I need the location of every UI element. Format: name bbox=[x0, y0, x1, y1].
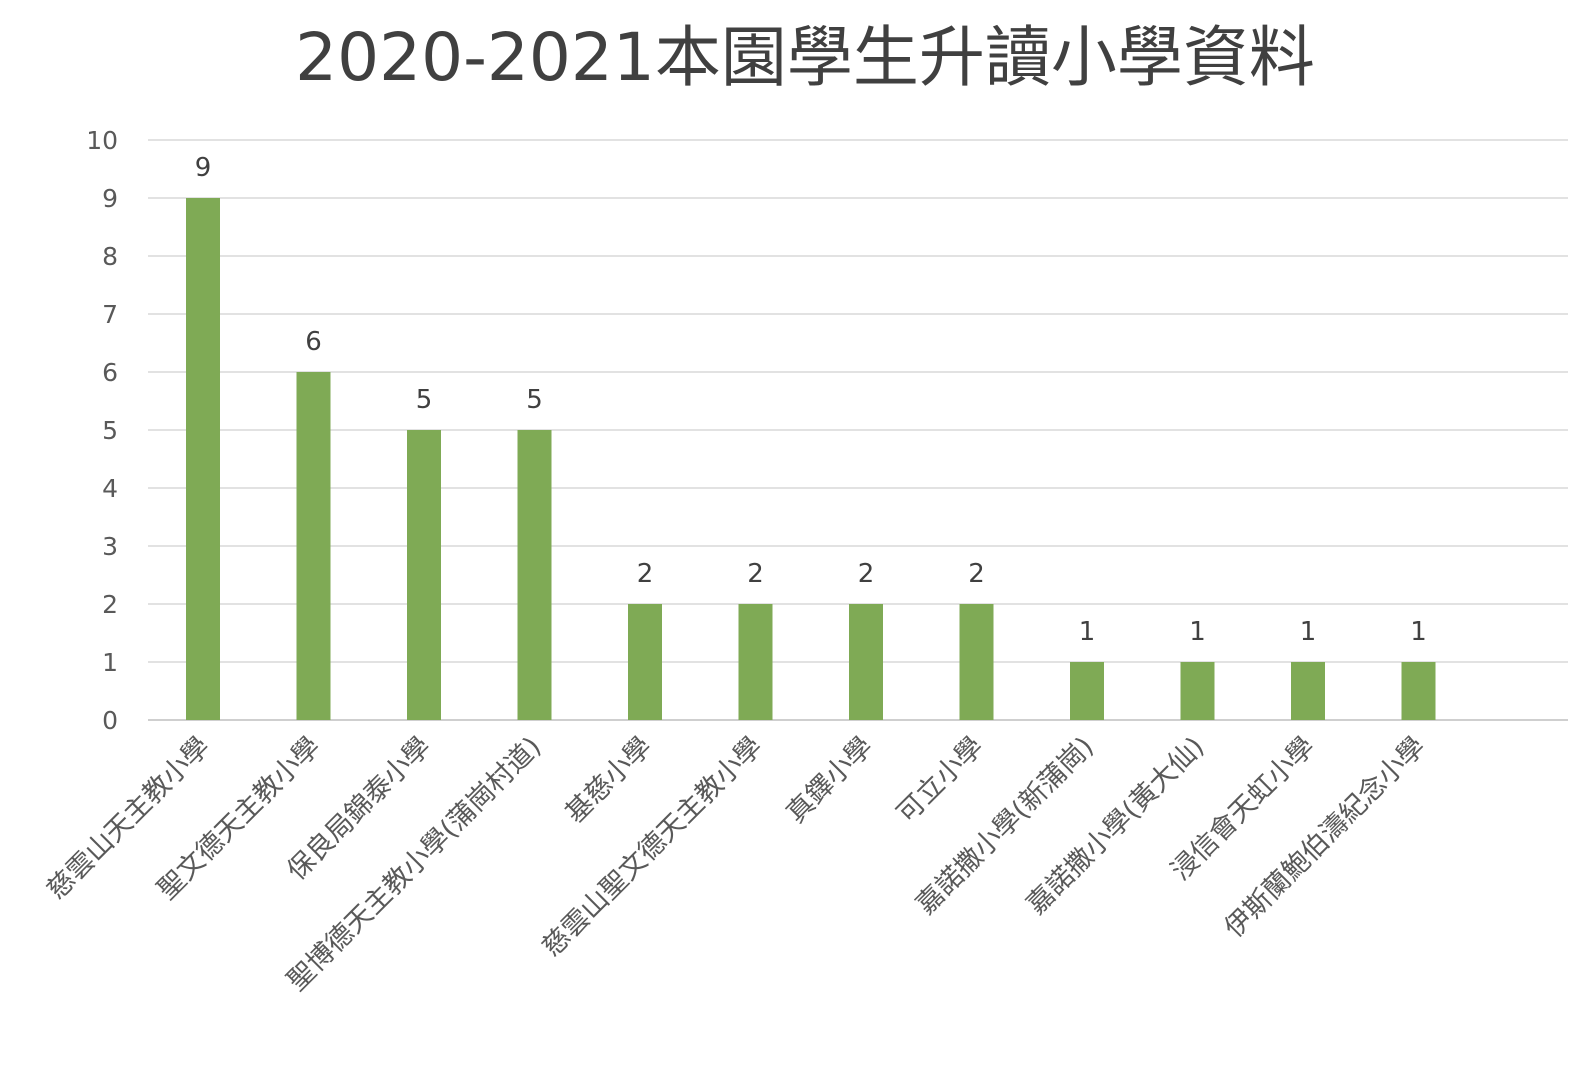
data-label: 6 bbox=[305, 327, 322, 357]
bar bbox=[1401, 662, 1436, 720]
category-label: 慈雲山聖文德天主教小學 bbox=[537, 731, 769, 963]
y-tick-label: 10 bbox=[86, 126, 118, 155]
category-label: 可立小學 bbox=[891, 731, 989, 829]
data-label: 2 bbox=[858, 559, 875, 589]
data-label: 5 bbox=[526, 385, 543, 415]
bar bbox=[407, 430, 441, 720]
data-label: 2 bbox=[747, 559, 764, 589]
bar bbox=[517, 430, 552, 720]
bar bbox=[849, 604, 883, 720]
chart-title: 2020-2021本園學生升讀小學資料 bbox=[295, 19, 1315, 96]
data-label: 2 bbox=[637, 559, 654, 589]
bar bbox=[186, 198, 220, 720]
y-tick-label: 5 bbox=[102, 416, 118, 445]
y-tick-label: 7 bbox=[102, 300, 118, 329]
data-label: 2 bbox=[968, 559, 985, 589]
bar bbox=[959, 604, 994, 720]
y-tick-label: 9 bbox=[102, 184, 118, 213]
y-tick-label: 4 bbox=[102, 474, 118, 503]
data-label: 1 bbox=[1410, 617, 1427, 647]
category-label: 基慈小學 bbox=[560, 731, 658, 829]
gridlines bbox=[148, 139, 1568, 721]
bar bbox=[296, 372, 331, 720]
y-tick-label: 0 bbox=[102, 706, 118, 735]
bar bbox=[1180, 662, 1215, 720]
y-tick-label: 3 bbox=[102, 532, 118, 561]
bar bbox=[628, 604, 662, 720]
bar bbox=[1291, 662, 1325, 720]
data-label: 9 bbox=[195, 153, 212, 183]
y-tick-label: 6 bbox=[102, 358, 118, 387]
data-label: 1 bbox=[1079, 617, 1096, 647]
y-tick-label: 1 bbox=[102, 648, 118, 677]
y-tick-label: 8 bbox=[102, 242, 118, 271]
bars bbox=[186, 198, 1436, 720]
bar bbox=[738, 604, 773, 720]
y-tick-label: 2 bbox=[102, 590, 118, 619]
data-label: 1 bbox=[1189, 617, 1206, 647]
data-label: 5 bbox=[416, 385, 433, 415]
bar bbox=[1070, 662, 1104, 720]
category-label: 真鐸小學 bbox=[781, 731, 879, 829]
y-axis: 0 1 2 3 4 5 6 7 8 9 10 bbox=[86, 126, 118, 735]
category-label: 伊斯蘭鮑伯濤紀念小學 bbox=[1219, 731, 1432, 944]
data-label: 1 bbox=[1300, 617, 1317, 647]
data-labels: 9 6 5 5 2 2 2 2 1 1 1 1 bbox=[195, 153, 1427, 647]
